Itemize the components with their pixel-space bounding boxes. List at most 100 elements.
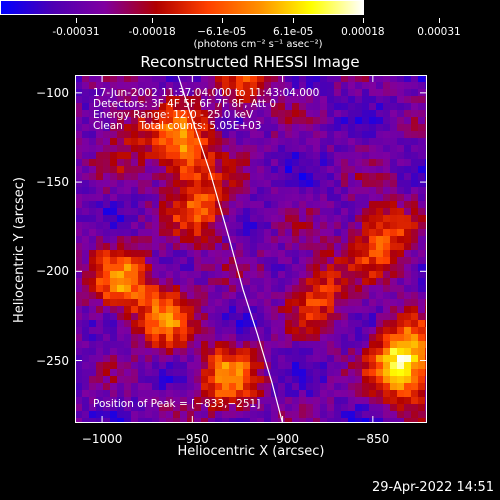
- heatmap-cell: [362, 355, 369, 362]
- heatmap-cell: [131, 306, 138, 313]
- heatmap-cell: [138, 152, 145, 159]
- heatmap-cell: [362, 138, 369, 145]
- heatmap-cell: [369, 404, 376, 411]
- heatmap-cell: [320, 180, 327, 187]
- heatmap-cell: [299, 194, 306, 201]
- heatmap-cell: [75, 124, 82, 131]
- heatmap-cell: [215, 173, 222, 180]
- heatmap-cell: [292, 278, 299, 285]
- heatmap-cell: [306, 201, 313, 208]
- heatmap-cell: [250, 306, 257, 313]
- heatmap-cell: [397, 292, 404, 299]
- heatmap-cell: [75, 313, 82, 320]
- heatmap-cell: [222, 411, 229, 418]
- heatmap-cell: [194, 194, 201, 201]
- heatmap-cell: [383, 383, 390, 390]
- heatmap-cell: [425, 159, 427, 166]
- heatmap-cell: [124, 145, 131, 152]
- heatmap-cell: [334, 124, 341, 131]
- heatmap-cell: [124, 194, 131, 201]
- heatmap-cell: [110, 236, 117, 243]
- heatmap-cell: [376, 229, 383, 236]
- heatmap-cell: [334, 341, 341, 348]
- heatmap-cell: [243, 215, 250, 222]
- heatmap-cell: [271, 285, 278, 292]
- heatmap-cell: [138, 173, 145, 180]
- heatmap-cell: [215, 355, 222, 362]
- heatmap-cell: [180, 341, 187, 348]
- heatmap-cell: [236, 306, 243, 313]
- heatmap-cell: [152, 138, 159, 145]
- heatmap-cell: [348, 320, 355, 327]
- heatmap-cell: [257, 138, 264, 145]
- heatmap-cell: [124, 383, 131, 390]
- heatmap-cell: [348, 285, 355, 292]
- heatmap-cell: [215, 411, 222, 418]
- heatmap-cell: [243, 96, 250, 103]
- heatmap-cell: [334, 390, 341, 397]
- heatmap-cell: [131, 383, 138, 390]
- heatmap-cell: [131, 369, 138, 376]
- heatmap-cell: [229, 404, 236, 411]
- heatmap-cell: [383, 362, 390, 369]
- heatmap-cell: [418, 243, 425, 250]
- heatmap-cell: [166, 166, 173, 173]
- heatmap-cell: [138, 285, 145, 292]
- heatmap-cell: [299, 334, 306, 341]
- heatmap-cell: [187, 117, 194, 124]
- heatmap-cell: [355, 278, 362, 285]
- heatmap-cell: [194, 306, 201, 313]
- heatmap-cell: [222, 166, 229, 173]
- heatmap-cell: [425, 201, 427, 208]
- heatmap-cell: [96, 103, 103, 110]
- heatmap-cell: [383, 208, 390, 215]
- heatmap-cell: [334, 173, 341, 180]
- heatmap-cell: [117, 194, 124, 201]
- heatmap-cell: [292, 334, 299, 341]
- heatmap-cell: [222, 292, 229, 299]
- heatmap-cell: [411, 194, 418, 201]
- heatmap-cell: [222, 278, 229, 285]
- heatmap-cell: [124, 110, 131, 117]
- heatmap-cell: [397, 222, 404, 229]
- heatmap-cell: [306, 334, 313, 341]
- heatmap-cell: [208, 187, 215, 194]
- heatmap-cell: [236, 369, 243, 376]
- heatmap-cell: [166, 110, 173, 117]
- heatmap-cell: [82, 187, 89, 194]
- heatmap-cell: [383, 194, 390, 201]
- heatmap-cell: [250, 250, 257, 257]
- heatmap-cell: [82, 159, 89, 166]
- heatmap-cell: [96, 173, 103, 180]
- heatmap-cell: [418, 194, 425, 201]
- heatmap-cell: [103, 75, 110, 82]
- heatmap-cell: [278, 334, 285, 341]
- heatmap-cell: [397, 138, 404, 145]
- heatmap-cell: [173, 243, 180, 250]
- heatmap-cell: [404, 376, 411, 383]
- heatmap-cell: [236, 292, 243, 299]
- heatmap-cell: [313, 215, 320, 222]
- heatmap-cell: [208, 285, 215, 292]
- heatmap-cell: [96, 250, 103, 257]
- heatmap-cell: [89, 411, 96, 418]
- heatmap-cell: [376, 222, 383, 229]
- heatmap-cell: [271, 348, 278, 355]
- heatmap-cell: [285, 285, 292, 292]
- heatmap-cell: [82, 131, 89, 138]
- heatmap-cell: [180, 383, 187, 390]
- heatmap-cell: [82, 124, 89, 131]
- heatmap-cell: [383, 292, 390, 299]
- heatmap-cell: [397, 229, 404, 236]
- heatmap-cell: [173, 292, 180, 299]
- heatmap-cell: [145, 369, 152, 376]
- heatmap-cell: [306, 131, 313, 138]
- heatmap-cell: [243, 222, 250, 229]
- heatmap-cell: [208, 103, 215, 110]
- heatmap-cell: [362, 82, 369, 89]
- heatmap-cell: [411, 138, 418, 145]
- heatmap-cell: [159, 320, 166, 327]
- heatmap-cell: [173, 138, 180, 145]
- heatmap-cell: [110, 306, 117, 313]
- heatmap-cell: [152, 159, 159, 166]
